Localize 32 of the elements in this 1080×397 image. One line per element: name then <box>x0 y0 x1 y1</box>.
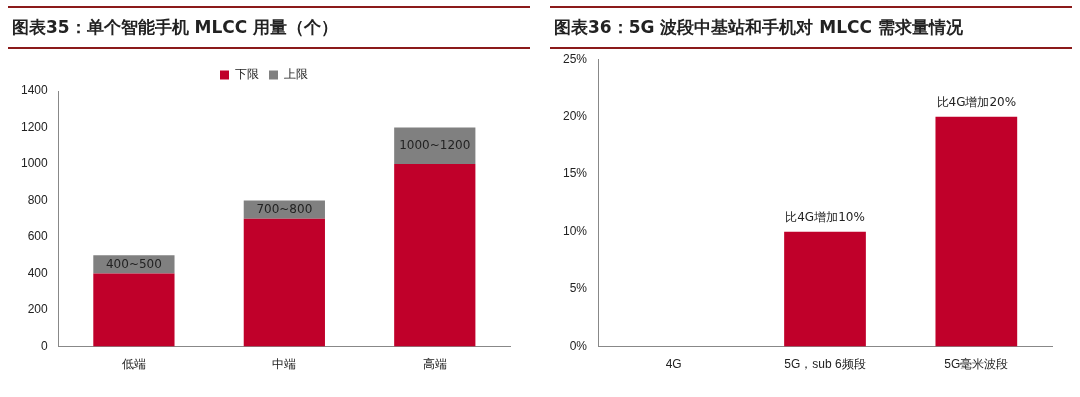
x-tick-label: 5G毫米波段 <box>944 357 1009 372</box>
annotation: 400~500 <box>105 256 162 271</box>
y-tick-label: 25% <box>562 51 588 66</box>
y-tick-label: 5% <box>569 281 588 296</box>
x-tick-label: 中端 <box>272 357 297 372</box>
annotation: 700~800 <box>256 201 313 216</box>
legend-label: 下限 <box>235 67 259 82</box>
x-tick-label: 高端 <box>422 357 447 372</box>
bar <box>243 218 325 347</box>
y-tick-label: 1200 <box>20 119 49 134</box>
y-tick-label: 200 <box>27 302 49 317</box>
x-tick-label: 4G <box>665 357 682 372</box>
bar <box>394 164 476 347</box>
y-tick-label: 0 <box>41 338 49 353</box>
x-tick-label: 5G，sub 6频段 <box>784 357 866 372</box>
data-label: 比4G增加10% <box>785 209 865 224</box>
data-label: 比4G增加20% <box>936 94 1017 109</box>
y-tick-label: 10% <box>562 223 588 238</box>
legend-label: 上限 <box>284 67 308 82</box>
y-tick-label: 15% <box>562 166 588 181</box>
y-tick-label: 1000 <box>20 156 49 171</box>
chart-title: 图表35：单个智能手机 MLCC 用量（个） <box>8 6 530 49</box>
y-tick-label: 400 <box>27 265 49 280</box>
bar <box>93 273 175 347</box>
y-tick-label: 1400 <box>20 83 49 98</box>
y-tick-label: 800 <box>27 192 49 207</box>
y-tick-label: 600 <box>27 229 49 244</box>
y-tick-label: 20% <box>562 108 588 123</box>
y-tick-label: 0% <box>569 338 588 353</box>
annotation: 1000~1200 <box>399 137 471 152</box>
chart-title: 图表36：5G 波段中基站和手机对 MLCC 需求量情况 <box>550 6 1072 49</box>
x-tick-label: 低端 <box>121 357 146 372</box>
